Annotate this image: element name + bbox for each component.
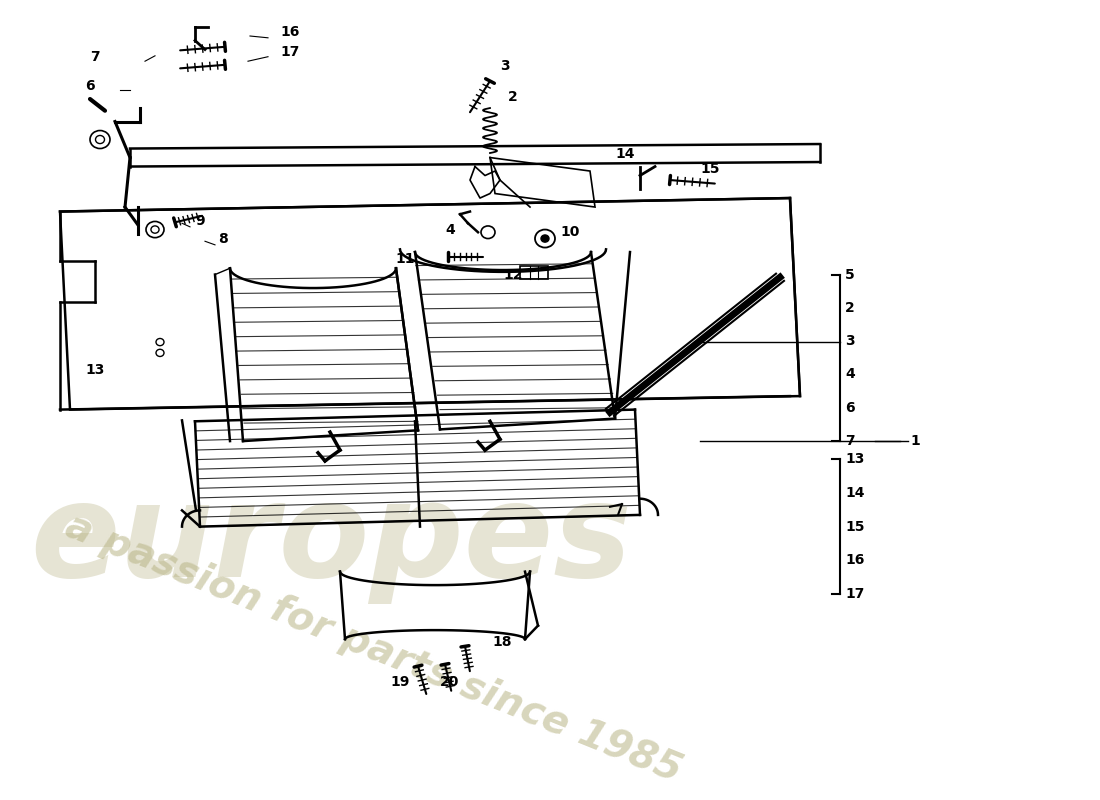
Text: 4: 4	[446, 223, 455, 237]
Text: 14: 14	[615, 146, 635, 161]
Text: 13: 13	[85, 362, 104, 377]
Text: 19: 19	[390, 675, 409, 689]
Text: 13: 13	[845, 452, 865, 466]
Text: 7: 7	[90, 50, 100, 64]
Text: a passion for parts since 1985: a passion for parts since 1985	[60, 506, 688, 790]
Text: 14: 14	[845, 486, 865, 500]
Text: 8: 8	[218, 232, 228, 246]
Text: 6: 6	[845, 401, 855, 414]
Text: 7: 7	[845, 434, 855, 448]
Text: 11: 11	[396, 252, 415, 266]
Text: 5: 5	[845, 267, 855, 282]
Text: 9: 9	[195, 214, 205, 228]
Text: 17: 17	[845, 587, 865, 601]
Text: 17: 17	[280, 45, 299, 59]
Text: 4: 4	[845, 367, 855, 382]
Circle shape	[541, 235, 549, 242]
Text: 18: 18	[492, 635, 512, 650]
Text: 6: 6	[86, 79, 95, 93]
Text: 2: 2	[508, 90, 518, 104]
Text: 20: 20	[440, 675, 460, 689]
Text: 1: 1	[910, 434, 920, 448]
Text: 15: 15	[845, 520, 865, 534]
Text: 3: 3	[500, 59, 509, 74]
Text: 2: 2	[845, 301, 855, 315]
Text: 16: 16	[280, 25, 299, 39]
Text: europes: europes	[30, 477, 631, 604]
Text: 3: 3	[845, 334, 855, 348]
Text: 16: 16	[845, 554, 865, 567]
Text: 10: 10	[560, 225, 580, 239]
Text: 15: 15	[700, 162, 719, 176]
Text: 12: 12	[503, 268, 522, 282]
